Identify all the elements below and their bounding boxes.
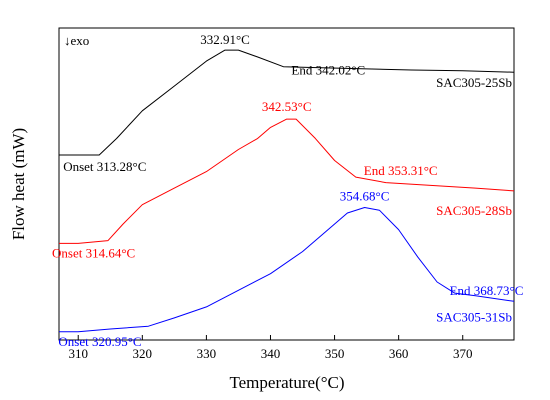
annotation-sac305-31sb-1: End 368.73°C	[450, 283, 524, 298]
exo-direction-label: ↓exo	[64, 33, 89, 48]
annotation-sac305-28sb-2: Onset 314.64°C	[52, 246, 135, 261]
x-axis: 310 320 330 340 350 360 370	[68, 335, 472, 361]
x-tick-label: 350	[325, 346, 345, 361]
annotation-sac305-25sb-3: SAC305-25Sb	[436, 75, 512, 90]
x-axis-title: Temperature(°C)	[229, 373, 344, 392]
x-tick-label: 310	[68, 346, 88, 361]
annotation-sac305-25sb-0: 332.91°C	[200, 32, 250, 47]
x-tick-label: 330	[197, 346, 217, 361]
plot-frame	[58, 27, 515, 341]
series-line-sac305-31sb	[59, 207, 515, 333]
annotation-sac305-25sb-2: Onset 313.28°C	[63, 159, 146, 174]
series-layer	[59, 49, 515, 333]
x-tick-label: 320	[133, 346, 153, 361]
annotation-layer: 332.91°C End 342.02°C Onset 313.28°C SAC305…	[52, 32, 523, 349]
x-tick-label: 340	[261, 346, 281, 361]
series-line-sac305-25sb	[59, 49, 515, 156]
annotation-sac305-31sb-3: SAC305-31Sb	[436, 309, 512, 324]
annotation-sac305-25sb-1: End 342.02°C	[291, 63, 365, 78]
annotation-sac305-28sb-1: End 353.31°C	[364, 163, 438, 178]
x-tick-label: 370	[453, 346, 473, 361]
series-line-sac305-28sb	[59, 118, 515, 244]
x-tick-label: 360	[389, 346, 409, 361]
y-axis-title: Flow heat (mW)	[9, 128, 28, 240]
annotation-sac305-28sb-0: 342.53°C	[262, 99, 312, 114]
annotation-sac305-28sb-3: SAC305-28Sb	[436, 203, 512, 218]
annotation-sac305-31sb-2: Onset 320.95°C	[58, 334, 141, 349]
annotation-sac305-31sb-0: 354.68°C	[340, 189, 390, 204]
